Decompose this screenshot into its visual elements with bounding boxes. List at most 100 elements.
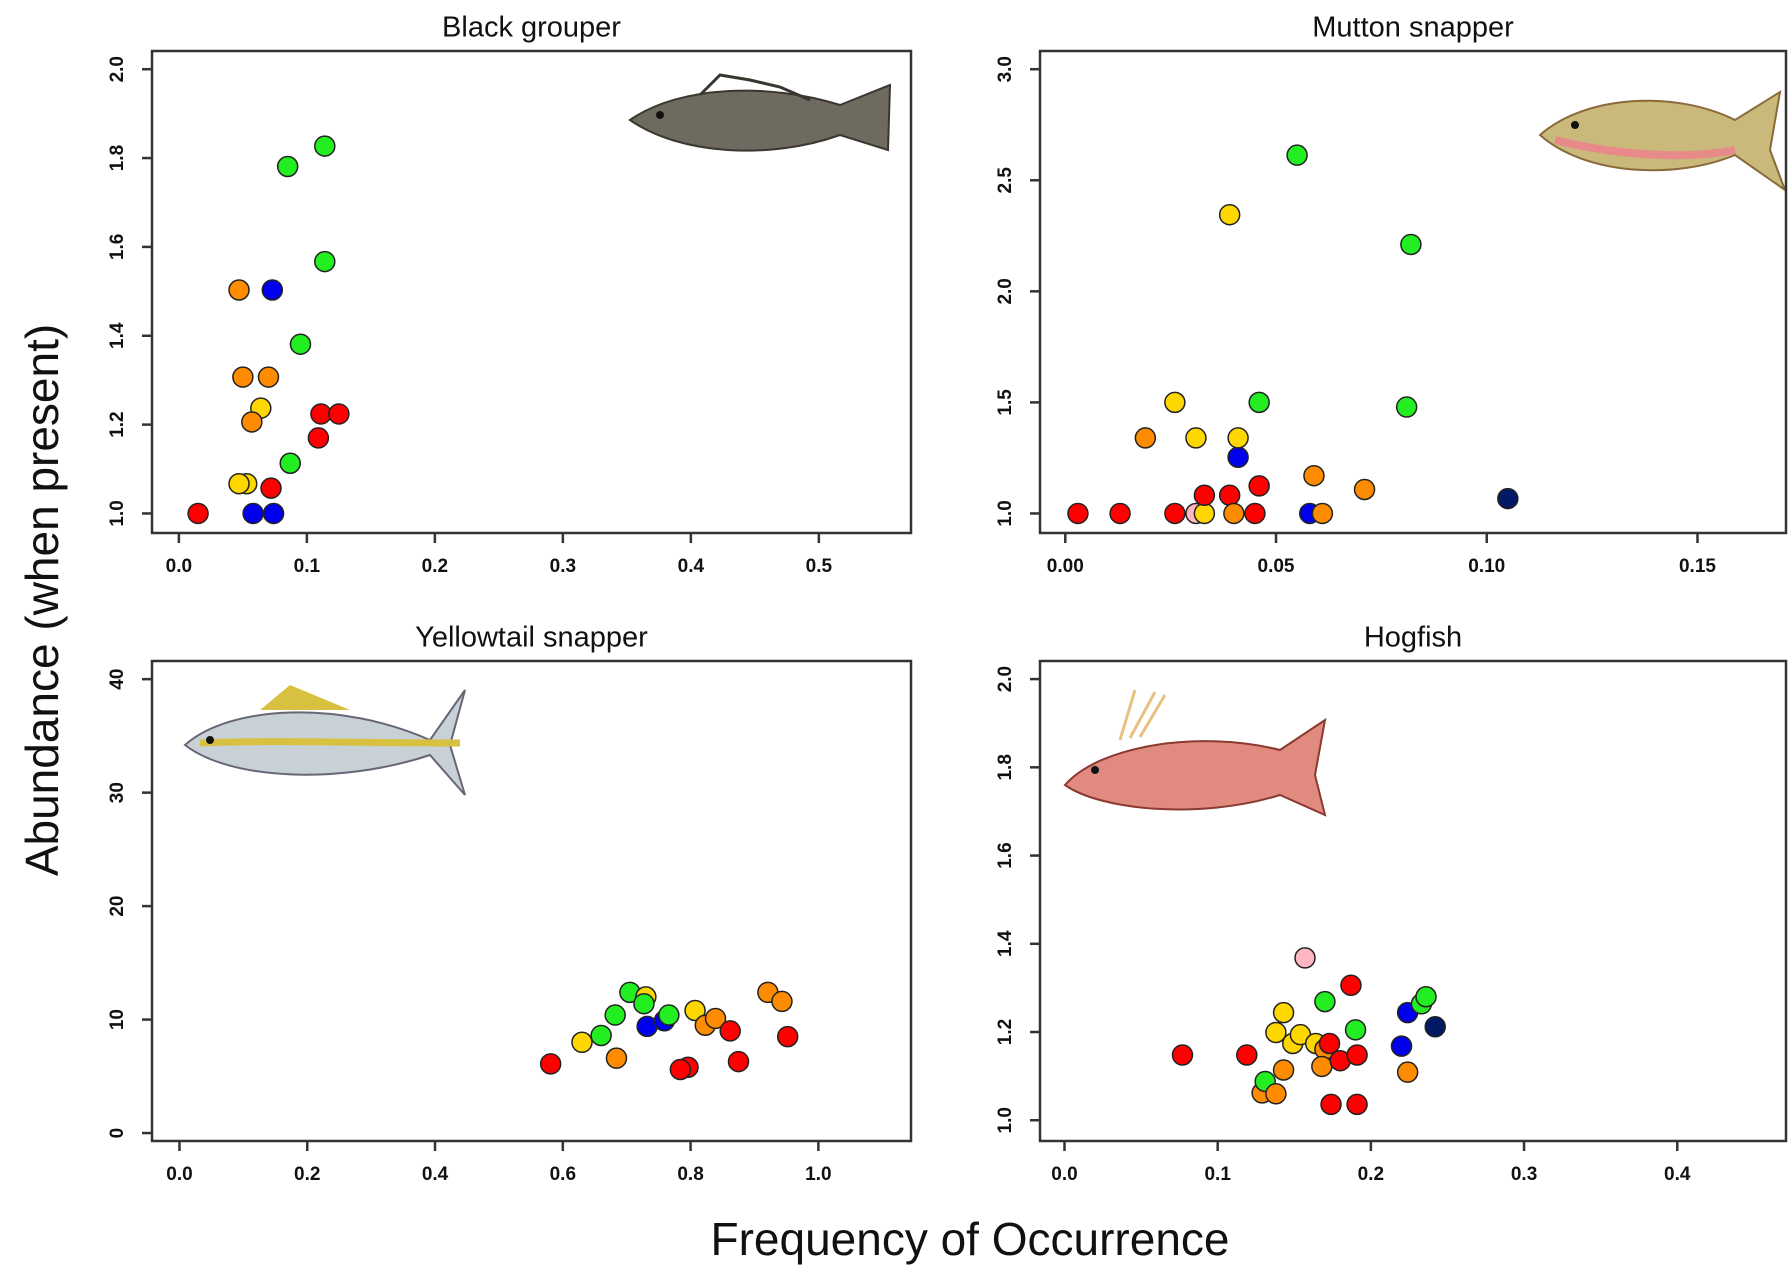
data-point: [1314, 990, 1336, 1013]
data-point: [1320, 1093, 1342, 1116]
data-point: [1244, 502, 1266, 525]
data-point: [257, 366, 280, 388]
x-tick-label: 1.0: [805, 1164, 831, 1185]
data-point: [1171, 1044, 1194, 1066]
data-point: [1248, 391, 1270, 414]
data-point: [605, 1047, 628, 1069]
y-tick-label: 2.0: [995, 278, 1016, 304]
data-point: [1311, 1055, 1333, 1078]
data-point: [1134, 427, 1157, 449]
y-tick-label: 1.0: [107, 500, 128, 526]
x-tick-label: 0.2: [422, 556, 448, 577]
y-tick-label: 0: [107, 1128, 128, 1139]
data-point: [1415, 985, 1437, 1008]
x-tick-label: 0.3: [550, 556, 576, 577]
data-point: [262, 502, 285, 525]
panel-title: Black grouper: [442, 12, 621, 44]
data-point: [1346, 1093, 1368, 1116]
data-point: [1193, 502, 1216, 525]
y-axis-label: Abundance (when present): [16, 324, 68, 876]
data-point: [1164, 391, 1186, 414]
data-point: [1218, 203, 1241, 226]
data-point: [1318, 1032, 1341, 1055]
x-tick-label: 0.6: [550, 1164, 576, 1185]
y-tick-label: 10: [107, 1009, 128, 1030]
data-point: [260, 477, 282, 499]
x-tick-label: 0.5: [806, 556, 833, 577]
data-point: [771, 990, 793, 1013]
data-point: [604, 1004, 626, 1026]
x-axis-label: Frequency of Occurrence: [710, 1213, 1229, 1265]
data-point: [1193, 484, 1216, 506]
fish-illustration: [1063, 689, 1327, 817]
y-tick-label: 1.8: [107, 145, 128, 171]
y-tick-label: 2.0: [107, 56, 128, 82]
x-tick-label: 0.0: [166, 1164, 192, 1185]
x-tick-label: 0.05: [1258, 556, 1295, 577]
y-tick-label: 1.8: [995, 754, 1016, 780]
fish-illustration: [1538, 89, 1788, 193]
x-tick-label: 0.4: [422, 1164, 449, 1185]
data-point: [669, 1058, 692, 1081]
y-tick-label: 1.2: [107, 411, 128, 437]
panel-title: Hogfish: [1364, 622, 1462, 654]
data-point: [1218, 484, 1241, 506]
data-point: [1248, 475, 1270, 497]
panel: Yellowtail snapper 0.0 0.2 0.4 0.6 0.8 1.0 0 10 2…: [107, 622, 913, 1185]
x-tick-label: 0.3: [1511, 1164, 1537, 1185]
data-point: [1185, 427, 1207, 449]
data-point: [1265, 1083, 1287, 1105]
panel: Hogfish 0.0 0.1 0.2 0.3 0.4 1.0 1.2 1.4 1.6 1.8 2.0: [995, 622, 1788, 1185]
data-point: [704, 1007, 727, 1030]
data-point: [279, 452, 301, 475]
data-point: [590, 1024, 612, 1047]
x-tick-label: 0.1: [1204, 1164, 1231, 1185]
x-tick-label: 0.8: [677, 1164, 703, 1185]
data-point: [289, 333, 312, 355]
y-tick-label: 1.2: [995, 1019, 1016, 1045]
data-point: [719, 1020, 741, 1042]
data-point: [228, 472, 250, 495]
data-point: [1109, 502, 1131, 525]
data-point: [1164, 502, 1186, 525]
data-point: [241, 411, 263, 433]
data-point: [1340, 974, 1362, 997]
y-tick-label: 3.0: [995, 56, 1016, 82]
data-point: [727, 1050, 750, 1073]
data-point: [314, 250, 336, 273]
data-point: [1227, 427, 1249, 449]
data-point: [261, 279, 284, 301]
data-point: [307, 427, 330, 449]
data-point: [1227, 446, 1249, 469]
data-point: [1346, 1044, 1368, 1066]
data-point: [658, 1004, 680, 1026]
data-point: [1286, 144, 1308, 166]
y-tick-label: 1.5: [995, 389, 1016, 416]
data-point: [242, 502, 264, 525]
data-point: [1303, 464, 1325, 487]
data-point: [1265, 1021, 1287, 1044]
data-point: [684, 999, 706, 1022]
data-point: [1344, 1019, 1367, 1041]
x-tick-label: 0.1: [294, 556, 321, 577]
plot-frame: [1038, 659, 1788, 1143]
plot-frame: [150, 49, 913, 535]
panel: Black grouper 0.0 0.1 0.2 0.3 0.4 0.5 1.0 1.2 1.4…: [107, 12, 913, 577]
data-point: [187, 502, 209, 525]
y-tick-label: 1.0: [995, 1107, 1016, 1133]
data-point: [539, 1053, 562, 1075]
data-point: [310, 403, 332, 425]
y-tick-label: 40: [107, 669, 128, 690]
data-point: [1400, 233, 1422, 256]
data-point: [1390, 1035, 1413, 1057]
data-point: [1396, 1061, 1419, 1083]
data-point: [633, 992, 655, 1015]
data-point: [776, 1025, 799, 1048]
x-tick-label: 0.4: [1664, 1164, 1691, 1185]
fish-illustration: [183, 685, 466, 796]
data-point: [1236, 1044, 1258, 1066]
x-tick-label: 0.2: [294, 1164, 320, 1185]
panel-title: Yellowtail snapper: [415, 622, 648, 654]
fish-illustration: [628, 73, 892, 152]
